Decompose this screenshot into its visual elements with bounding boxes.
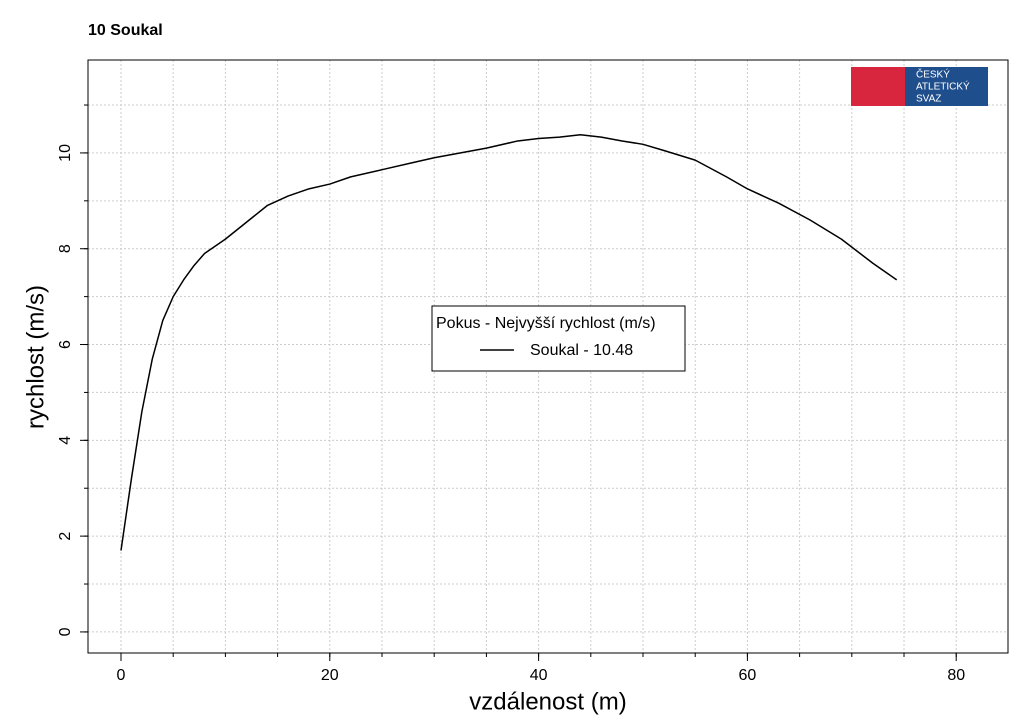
x-tick-label: 0 bbox=[117, 667, 126, 684]
legend: Pokus - Nejvyšší rychlost (m/s) Soukal -… bbox=[431, 305, 686, 372]
x-axis-label: vzdálenost (m) bbox=[469, 688, 626, 715]
chart-title: 10 Soukal bbox=[88, 22, 163, 39]
logo: ČESKÝ ATLETICKÝ SVAZ bbox=[851, 67, 988, 106]
y-tick-label: 10 bbox=[57, 144, 74, 162]
x-tick-label: 60 bbox=[739, 667, 757, 684]
y-tick-label: 4 bbox=[57, 436, 74, 445]
x-tick-label: 40 bbox=[530, 667, 548, 684]
y-tick-label: 8 bbox=[57, 244, 74, 253]
logo-text: ATLETICKÝ bbox=[916, 80, 970, 93]
logo-blue bbox=[905, 67, 988, 106]
y-tick-label: 2 bbox=[57, 532, 74, 541]
y-axis-label: rychlost (m/s) bbox=[22, 285, 49, 429]
legend-title: Pokus - Nejvyšší rychlost (m/s) bbox=[436, 315, 656, 332]
y-tick-label: 6 bbox=[57, 340, 74, 349]
logo-red bbox=[851, 67, 905, 106]
plot-frame bbox=[87, 59, 1009, 654]
x-tick-label: 20 bbox=[321, 667, 339, 684]
legend-label: Soukal - 10.48 bbox=[530, 342, 633, 359]
legend-box bbox=[431, 305, 686, 372]
logo-text: SVAZ bbox=[916, 94, 941, 105]
x-tick-label: 80 bbox=[947, 667, 965, 684]
data-line bbox=[120, 133, 898, 551]
logo-text: ČESKÝ bbox=[916, 68, 950, 81]
y-tick-label: 0 bbox=[57, 627, 74, 636]
